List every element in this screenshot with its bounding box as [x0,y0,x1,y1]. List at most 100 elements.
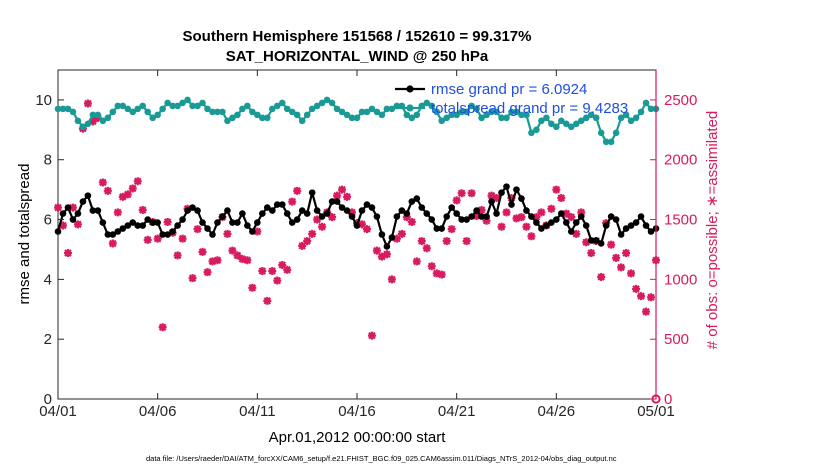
x-tick-label: 04/21 [438,403,476,420]
rmse-point [54,228,62,235]
rmse-point [423,210,431,217]
totalspread-point [273,102,281,110]
obs-assimilated-point [203,268,212,277]
rmse-point [488,198,495,205]
rmse-point [318,213,326,220]
obs-assimilated-point [567,213,576,222]
totalspread-point [229,114,236,122]
obs-assimilated-point [397,229,406,238]
totalspread-point [647,105,655,113]
obs-assimilated-point [447,225,456,234]
rmse-point [632,219,640,226]
totalspread-point [523,111,530,119]
legend-rmse-marker [406,85,414,93]
rmse-point [343,207,351,214]
rmse-point [99,219,107,226]
totalspread-point [637,108,645,116]
obs-assimilated-point [532,213,541,222]
totalspread-point [283,105,291,113]
rmse-point [104,231,112,238]
y-axis-label: rmse and totalspread [16,164,33,305]
rmse-point [323,210,331,217]
rmse-point [184,207,191,214]
obs-assimilated-point [492,194,501,203]
totalspread-point [338,108,346,116]
rmse-point [368,204,376,211]
rmse-point [94,207,102,214]
x-axis-label: Apr.01,2012 00:00:00 start [269,429,447,446]
totalspread-point [388,105,396,113]
rmse-point [428,216,436,223]
obs-assimilated-point [278,261,287,270]
rmse-point [503,183,510,190]
obs-assimilated-point [637,292,646,301]
rmse-point [458,216,465,223]
obs-assimilated-point [293,186,302,195]
rmse-point [239,210,246,217]
rmse-point [144,216,151,223]
obs-assimilated-point [452,196,461,205]
obs-assimilated-point [437,270,446,279]
obs-assimilated-point [412,257,421,266]
obs-assimilated-point [382,250,391,259]
totalspread-point [84,120,92,128]
rmse-point [84,192,92,199]
rmse-point [548,219,555,226]
totalspread-point [298,117,306,125]
obs-assimilated-point [442,237,451,246]
rmse-point [278,201,286,208]
rmse-point [572,219,580,226]
totalspread-point [498,114,505,122]
rmse-point [553,216,560,223]
x-tick-label: 05/01 [637,403,675,420]
y-tick-label: 2 [44,331,52,348]
obs-assimilated-point [54,203,62,212]
obs-assimilated-point [432,269,441,278]
obs-assimilated-point [103,186,112,195]
rmse-point [229,219,236,226]
x-tick-label: 04/01 [39,403,77,420]
totalspread-point [607,138,615,146]
rmse-point [543,222,550,229]
obs-assimilated-point [487,191,496,200]
rmse-point [383,243,391,250]
obs-assimilated-point [318,222,327,231]
totalspread-point [548,120,555,128]
obs-assimilated-point [213,256,222,265]
totalspread-point [169,102,176,110]
totalspread-point [224,117,231,125]
totalspread-point [109,108,117,116]
obs-assimilated-point [477,205,486,214]
obs-assimilated-point [123,190,132,199]
totalspread-point [59,105,67,113]
totalspread-point [453,111,460,119]
obs-assimilated-point [402,213,411,222]
totalspread-point [348,114,356,122]
rmse-point [468,213,475,220]
rmse-point [169,228,176,235]
x-tick-label: 04/11 [239,403,275,420]
rmse-point [154,219,161,226]
rmse-point [244,222,251,229]
rmse-point [393,213,401,220]
rmse-point [268,207,276,214]
obs-assimilated-point [63,249,72,258]
rmse-point [298,207,306,214]
obs-assimilated-point [387,275,396,284]
rmse-point [259,210,266,217]
obs-assimilated-point [552,185,561,194]
rmse-point [463,216,470,223]
chart-subtitle: SAT_HORIZONTAL_WIND @ 250 hPa [226,48,489,65]
rmse-point [179,216,186,223]
rmse-point [513,186,520,193]
rmse-point [288,219,296,226]
obs-assimilated-point [178,234,187,243]
totalspread-point [124,105,132,113]
obs-assimilated-point [268,266,277,275]
rmse-point [199,219,206,226]
obs-assimilated-point [577,208,586,217]
totalspread-point [508,108,515,116]
rmse-point [373,213,381,220]
totalspread-point [54,105,62,113]
